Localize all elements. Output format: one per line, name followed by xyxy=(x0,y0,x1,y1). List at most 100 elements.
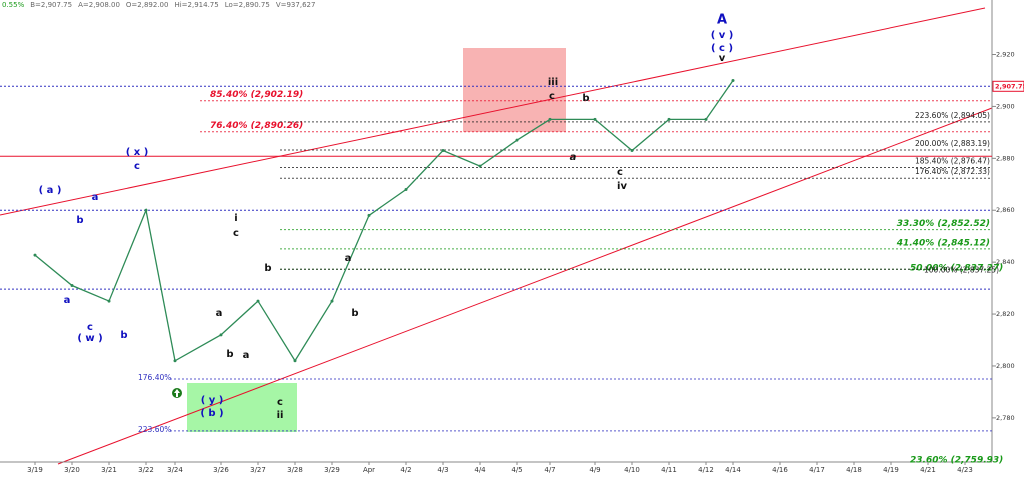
x-tick-label: 4/4 xyxy=(474,466,486,474)
y-tick-label: 2,820 xyxy=(996,310,1015,318)
wave-label: a xyxy=(243,350,250,361)
x-tick-label: 3/22 xyxy=(138,466,154,474)
x-tick-label: 4/2 xyxy=(400,466,411,474)
x-tick-label: 4/7 xyxy=(544,466,555,474)
y-tick-label: 2,840 xyxy=(996,258,1015,266)
level-label: 100.00% (2,837.25) xyxy=(924,265,999,274)
x-tick-label: 4/17 xyxy=(809,466,825,474)
wave-label: A xyxy=(717,13,727,28)
wave-label: b xyxy=(264,263,271,274)
wave-label: b xyxy=(226,349,233,360)
wave-label: c xyxy=(549,91,555,102)
x-tick-label: 3/19 xyxy=(27,466,43,474)
x-tick-label: 3/29 xyxy=(324,466,340,474)
price-point xyxy=(173,359,177,363)
x-tick-label: 4/5 xyxy=(511,466,522,474)
level-label: 23.60% (2,759.93) xyxy=(910,456,1003,466)
price-point xyxy=(548,117,552,121)
wave-label: iv xyxy=(617,181,627,192)
x-tick-label: 3/26 xyxy=(213,466,229,474)
y-tick-label: 2,780 xyxy=(996,414,1015,422)
x-tick-label: 4/11 xyxy=(661,466,677,474)
x-tick-label: 4/19 xyxy=(883,466,899,474)
wave-label: ( w ) xyxy=(77,333,102,344)
x-tick-label: 4/16 xyxy=(772,466,788,474)
price-point xyxy=(330,299,334,303)
y-tick-label: 2,800 xyxy=(996,362,1015,370)
wave-label: c xyxy=(233,228,239,239)
price-point xyxy=(219,333,223,337)
last-price-box xyxy=(992,80,1024,92)
y-tick-label: 2,860 xyxy=(996,206,1015,214)
x-tick-label: 4/18 xyxy=(846,466,862,474)
level-label: 176.40% (2,872.33) xyxy=(915,167,990,176)
x-tick-label: 4/14 xyxy=(725,466,741,474)
level-label: 41.40% (2,845.12) xyxy=(896,238,990,248)
target-zone xyxy=(463,48,566,132)
wave-label: i xyxy=(234,213,237,224)
level-label: 85.40% (2,902.19) xyxy=(210,90,303,100)
price-point xyxy=(478,164,482,168)
wave-label: iii xyxy=(548,77,558,88)
price-point xyxy=(593,117,597,121)
wave-label: c xyxy=(87,322,93,333)
wave-label: ( v ) xyxy=(711,30,734,41)
level-label: 76.40% (2,890.26) xyxy=(210,121,303,131)
price-point xyxy=(630,149,634,153)
price-point xyxy=(667,117,671,121)
price-point xyxy=(441,149,445,153)
wave-label: ( b ) xyxy=(200,408,223,419)
wave-label: c xyxy=(277,397,283,408)
wave-label: c xyxy=(134,161,140,172)
wave-label: ( a ) xyxy=(39,185,62,196)
price-point xyxy=(256,299,260,303)
level-label: 200.00% (2,883.19) xyxy=(915,139,990,148)
price-point xyxy=(731,78,735,82)
wave-label: c xyxy=(617,167,623,178)
wave-label: ( y ) xyxy=(201,395,224,406)
level-label: 223.60% (2,894.05) xyxy=(915,111,990,120)
price-point xyxy=(704,117,708,121)
wave-label: a xyxy=(345,253,352,264)
level-label: 176.40% xyxy=(138,373,171,382)
price-point xyxy=(367,213,371,217)
wave-label: v xyxy=(719,53,726,64)
wave-label: b xyxy=(76,215,83,226)
level-label: 185.40% (2,876.47) xyxy=(915,156,990,165)
x-tick-label: 3/27 xyxy=(250,466,266,474)
header-field: B=2,907.75 xyxy=(30,1,72,9)
wave-label: a xyxy=(570,152,577,163)
level-label: 223.60% xyxy=(138,425,171,434)
price-point xyxy=(515,138,519,142)
x-tick-label: 4/9 xyxy=(589,466,600,474)
wave-label: b xyxy=(120,330,127,341)
wave-label: ( x ) xyxy=(126,147,149,158)
price-point xyxy=(293,359,297,363)
x-tick-label: 3/28 xyxy=(287,466,303,474)
trend-line xyxy=(0,7,986,216)
header-field: 0.55% xyxy=(2,1,25,9)
price-point xyxy=(70,284,74,288)
x-tick-label: 3/20 xyxy=(64,466,80,474)
x-tick-label: 4/3 xyxy=(437,466,448,474)
price-point xyxy=(144,208,148,212)
header-field: O=2,892.00 xyxy=(126,1,169,9)
x-tick-label: 4/23 xyxy=(957,466,973,474)
wave-label: b xyxy=(351,308,358,319)
wave-label: a xyxy=(92,192,99,203)
y-tick-label: 2,900 xyxy=(996,102,1015,110)
header-field: A=2,908.00 xyxy=(78,1,120,9)
x-tick-label: 4/21 xyxy=(920,466,936,474)
wave-label: a xyxy=(64,295,71,306)
trend-line xyxy=(57,107,993,465)
y-tick-label: 2,880 xyxy=(996,154,1015,162)
price-point xyxy=(404,187,408,191)
x-tick-label: 4/10 xyxy=(624,466,640,474)
price-point xyxy=(33,253,37,257)
wave-label: ( c ) xyxy=(711,43,733,54)
price-point xyxy=(107,299,111,303)
x-tick-label: Apr xyxy=(363,466,375,474)
wave-label: b xyxy=(582,93,589,104)
header-field: Lo=2,890.75 xyxy=(225,1,270,9)
